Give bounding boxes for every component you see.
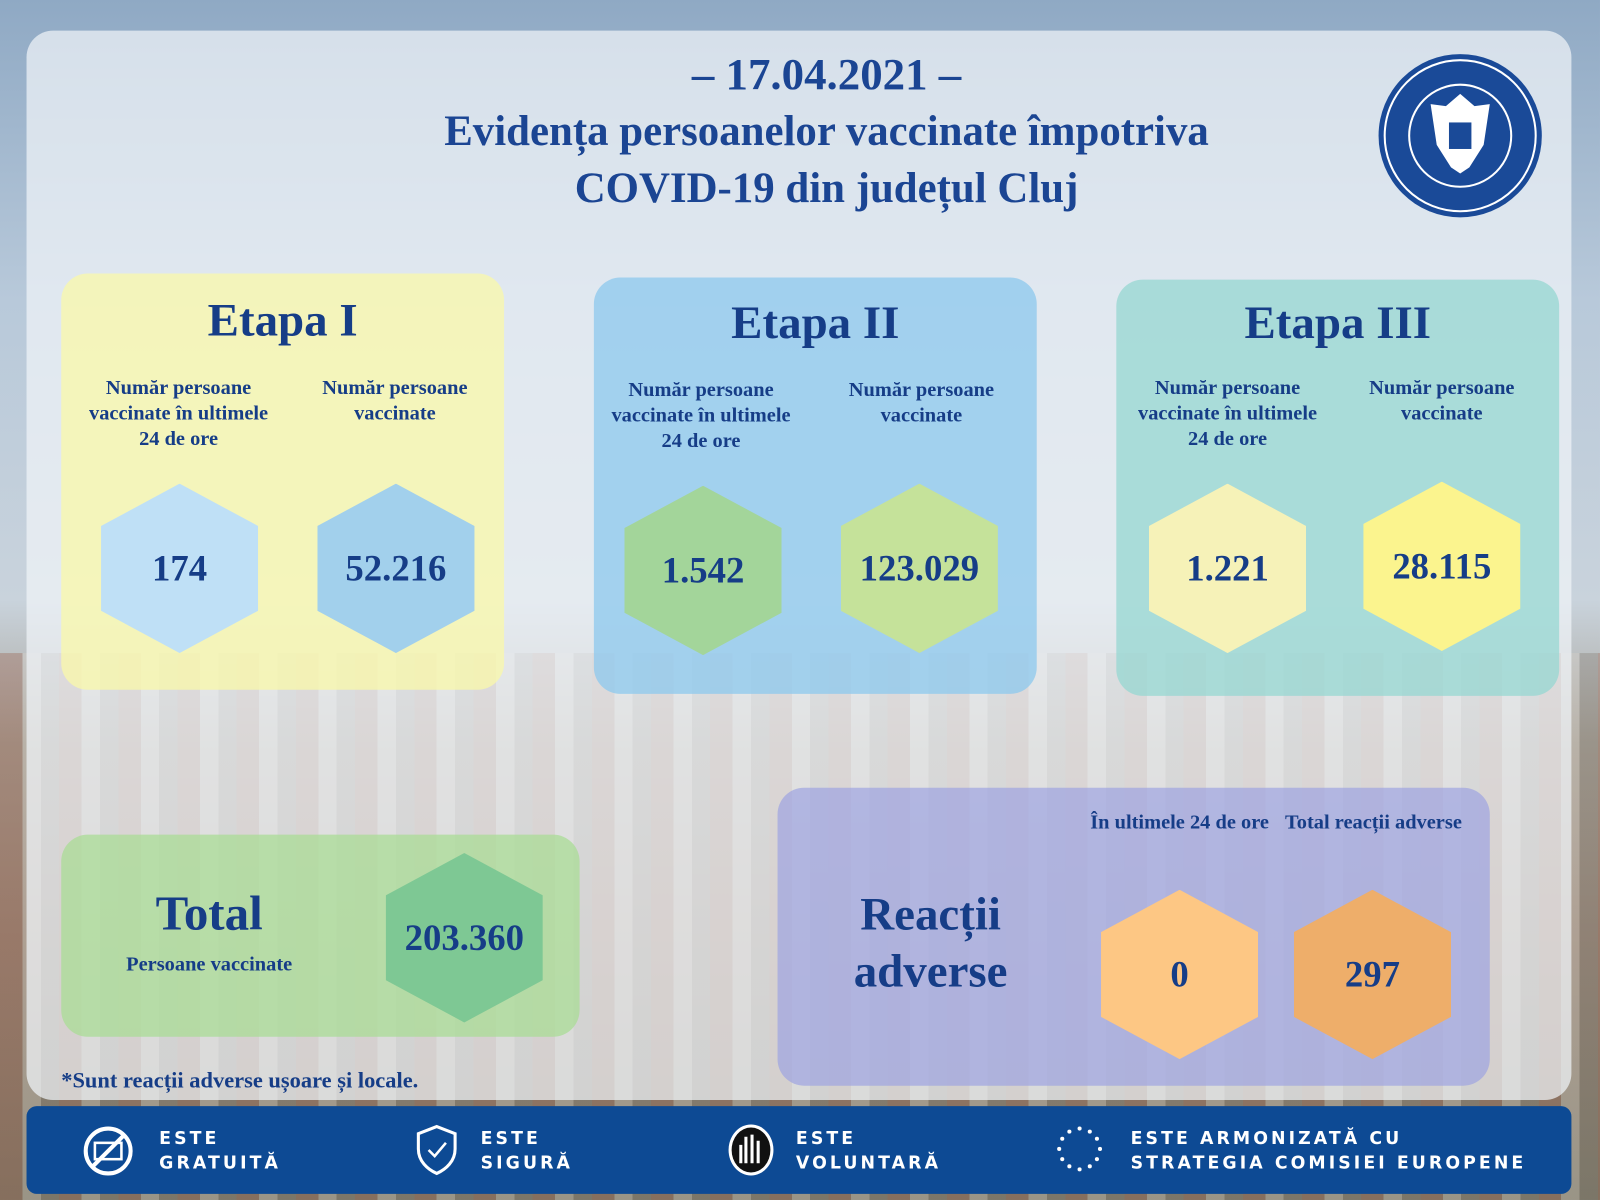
- total-value-hexagon: 203.360: [385, 853, 543, 1023]
- label-24h: Număr persoane vaccinate în ultimele 24 …: [89, 376, 269, 450]
- total-subtitle: Persoane vaccinate: [126, 953, 293, 976]
- value-total-hexagon: 52.216: [317, 483, 475, 654]
- label-total: Număr persoane vaccinate: [848, 378, 995, 427]
- total-card: Total Persoane vaccinate 203.360: [61, 834, 580, 1037]
- stage-title: Etapa I: [207, 293, 358, 346]
- date: – 17.04.2021 –: [691, 48, 962, 99]
- footer-item-eu-strategy: ESTE ARMONIZATĂ CU STRATEGIA COMISIEI EUR…: [1130, 1128, 1527, 1174]
- footer-item-voluntary: ESTE VOLUNTARĂ: [795, 1128, 942, 1174]
- title-line-1: Evidența persoanelor vaccinate împotriva: [444, 108, 1209, 156]
- title-line-2: COVID-19 din județul Cluj: [574, 165, 1079, 213]
- adverse-24h-hexagon: 0: [1101, 889, 1259, 1060]
- label-total: Număr persoane vaccinate: [322, 376, 468, 425]
- adverse-title-line-2: adverse: [853, 944, 1008, 997]
- label-24h: Număr persoane vaccinate în ultimele 24 …: [611, 378, 791, 453]
- adverse-total-hexagon: 297: [1293, 889, 1452, 1060]
- footnote: *Sunt reacții adverse ușoare și locale.: [61, 1067, 419, 1093]
- total-title: Total: [155, 886, 263, 941]
- stage-title: Etapa II: [731, 295, 900, 348]
- value-24h-hexagon: 1.221: [1148, 483, 1307, 654]
- adverse-title: Reacții adverse: [818, 886, 1042, 1000]
- stage-3-card: Etapa III Număr persoane vaccinate în ul…: [1116, 279, 1560, 696]
- stage-1-card: Etapa I Număr persoane vaccinate în ulti…: [61, 273, 505, 690]
- stage-title: Etapa III: [1244, 295, 1431, 348]
- value-total-hexagon: 28.115: [1363, 481, 1521, 652]
- label-24h: Număr persoane vaccinate în ultimele 24 …: [1137, 376, 1318, 450]
- footer-bar: ESTE GRATUITĂ ESTE SIGURĂ ESTE VOLUNTARĂ ES…: [26, 1106, 1572, 1194]
- adverse-reactions-card: Reacții adverse În ultimele 24 de ore Tot…: [777, 787, 1490, 1086]
- shield-check-icon: [416, 1124, 457, 1176]
- stage-2-card: Etapa II Număr persoane vaccinate în ult…: [593, 277, 1037, 694]
- eu-stars-icon: [1057, 1126, 1103, 1172]
- prefecture-seal-logo: [1378, 54, 1542, 218]
- adverse-title-line-1: Reacții: [860, 887, 1001, 940]
- label-24h: În ultimele 24 de ore: [1090, 811, 1269, 834]
- label-total: Total reacții adverse: [1285, 811, 1462, 834]
- value-total-hexagon: 123.029: [840, 483, 998, 654]
- value-24h-hexagon: 1.542: [624, 485, 782, 656]
- no-money-icon: [83, 1126, 133, 1176]
- footer-item-free: ESTE GRATUITĂ: [159, 1128, 281, 1174]
- footer-item-safe: ESTE SIGURĂ: [480, 1128, 574, 1174]
- value-24h-hexagon: 174: [101, 483, 259, 654]
- raised-hands-icon: [728, 1124, 774, 1176]
- label-total: Număr persoane vaccinate: [1369, 376, 1515, 425]
